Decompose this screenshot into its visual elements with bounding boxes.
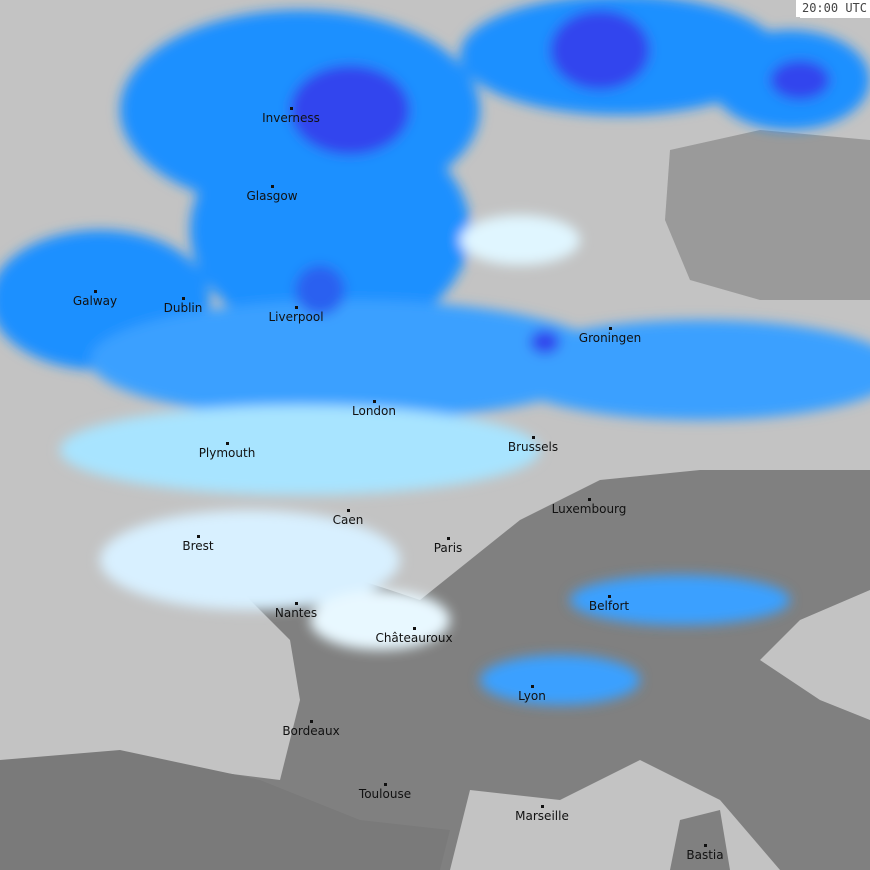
city-label: Belfort bbox=[588, 599, 630, 613]
city-label: Galway bbox=[72, 294, 118, 308]
city-marker bbox=[532, 436, 535, 439]
city-label: Paris bbox=[433, 541, 463, 555]
city-label: London bbox=[352, 404, 396, 418]
city-marker bbox=[295, 602, 298, 605]
city-marker bbox=[295, 306, 298, 309]
city-marker bbox=[531, 685, 534, 688]
city-marker bbox=[271, 185, 274, 188]
city-marker bbox=[373, 400, 376, 403]
city-marker bbox=[290, 107, 293, 110]
city-marker bbox=[704, 844, 707, 847]
city-label: Groningen bbox=[578, 331, 642, 345]
city-marker bbox=[197, 535, 200, 538]
timestamp-label: 20:00 UTC bbox=[795, 0, 870, 17]
city-label: Caen bbox=[332, 513, 364, 527]
city-label: Châteauroux bbox=[375, 631, 453, 645]
land-layer bbox=[0, 130, 870, 870]
city-marker bbox=[413, 627, 416, 630]
city-marker bbox=[447, 537, 450, 540]
city-marker bbox=[226, 442, 229, 445]
city-marker bbox=[384, 783, 387, 786]
city-marker bbox=[588, 498, 591, 501]
city-label: Brest bbox=[182, 539, 214, 553]
city-label: Bordeaux bbox=[282, 724, 340, 738]
city-marker bbox=[609, 327, 612, 330]
city-marker bbox=[310, 720, 313, 723]
city-label: Marseille bbox=[515, 809, 569, 823]
city-marker bbox=[347, 509, 350, 512]
city-label: Lyon bbox=[518, 689, 546, 703]
city-marker bbox=[94, 290, 97, 293]
city-marker bbox=[182, 297, 185, 300]
city-marker bbox=[608, 595, 611, 598]
city-label: Bastia bbox=[686, 848, 724, 862]
city-label: Glasgow bbox=[246, 189, 298, 203]
city-label: Dublin bbox=[163, 301, 203, 315]
city-label: Inverness bbox=[262, 111, 320, 125]
city-label: Nantes bbox=[274, 606, 318, 620]
precipitation-layer bbox=[0, 0, 870, 705]
city-label: Plymouth bbox=[198, 446, 256, 460]
city-marker bbox=[541, 805, 544, 808]
city-label: Liverpool bbox=[268, 310, 324, 324]
city-label: Brussels bbox=[507, 440, 559, 454]
city-label: Luxembourg bbox=[551, 502, 627, 516]
city-label: Toulouse bbox=[358, 787, 412, 801]
